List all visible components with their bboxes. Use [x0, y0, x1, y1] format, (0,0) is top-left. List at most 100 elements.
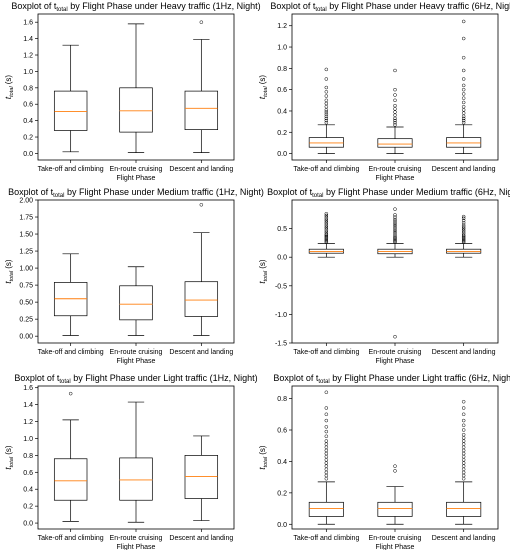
outlier-point [393, 107, 397, 111]
y-tick-label: 1.2 [23, 419, 33, 426]
outlier-point [199, 203, 204, 207]
outlier-point [324, 412, 329, 417]
y-tick-label: 0.50 [19, 300, 33, 307]
y-tick-label: 0.8 [277, 66, 287, 73]
iqr-box [446, 137, 482, 148]
box-1 [53, 253, 88, 336]
outlier-point [324, 85, 329, 90]
x-tick-label: En-route cruising [369, 349, 422, 356]
iqr-box [53, 458, 88, 501]
outlier-point [461, 120, 466, 125]
outlier-point [461, 236, 466, 240]
outlier-point [324, 118, 329, 123]
x-tick-label: Take-off and climbing [293, 349, 359, 356]
outlier-point [393, 98, 397, 103]
x-tick-label: En-route cruising [110, 535, 163, 542]
outlier-point [461, 55, 466, 60]
y-tick-label: 1.6 [23, 20, 33, 27]
x-axis-label: Flight Phase [376, 544, 415, 550]
subplot-title: Boxplot of ttotal by Flight Phase under … [8, 187, 264, 199]
outlier-point [324, 120, 329, 125]
outlier-point [324, 232, 329, 237]
iqr-box [446, 501, 482, 517]
outlier-point [324, 451, 329, 456]
outlier-point [393, 233, 397, 237]
y-tick-label: 0.8 [23, 453, 33, 460]
y-axis-label: ttotal (s) [4, 445, 15, 470]
x-tick-label: Descent and landing [169, 349, 233, 356]
y-axis-label: ttotal (s) [4, 259, 15, 284]
y-tick-label: 0.0 [23, 151, 33, 158]
box-1 [308, 67, 344, 154]
subplot-6: Boxplot of ttotal by Flight Phase under … [258, 373, 510, 550]
y-axis-label: ttotal (s) [258, 445, 269, 470]
subplot-2: Boxplot of ttotal by Flight Phase under … [258, 1, 510, 182]
outlier-point [324, 101, 329, 106]
y-tick-label: 1.4 [23, 36, 33, 43]
outlier-point [324, 116, 329, 121]
y-tick-label: 0.4 [23, 487, 33, 494]
outlier-point [461, 225, 466, 229]
outlier-point [461, 19, 466, 24]
outlier-point [324, 470, 329, 475]
outlier-point [461, 237, 466, 241]
outlier-point [461, 423, 466, 428]
x-axis-label: Flight Phase [376, 358, 415, 365]
outlier-point [461, 116, 466, 121]
x-tick-label: Descent and landing [432, 349, 496, 356]
outlier-point [324, 237, 329, 241]
outlier-point [324, 425, 329, 429]
y-tick-label: 0.0 [277, 522, 287, 529]
y-tick-label: 0.6 [277, 87, 287, 94]
subplot-title: Boxplot of ttotal by Flight Phase under … [11, 1, 260, 13]
outlier-point [461, 221, 466, 225]
outlier-point [461, 214, 466, 219]
outlier-point [461, 238, 466, 242]
y-tick-label: 0.6 [23, 470, 33, 477]
outlier-point [393, 237, 397, 241]
iqr-box [377, 501, 413, 517]
outlier-point [324, 215, 329, 219]
y-tick-label: -1.5 [275, 341, 287, 348]
outlier-point [324, 218, 329, 223]
outlier-point [324, 227, 329, 231]
outlier-point [461, 96, 466, 100]
y-tick-label: 0.6 [23, 102, 33, 109]
box-3 [446, 214, 482, 258]
outlier-point [461, 36, 466, 41]
x-tick-label: Take-off and climbing [293, 535, 359, 542]
outlier-point [324, 464, 329, 468]
outlier-point [393, 227, 397, 232]
outlier-point [393, 240, 397, 245]
iqr-box [119, 285, 153, 321]
y-tick-label: 1.25 [19, 249, 33, 256]
outlier-point [393, 464, 397, 468]
outlier-point [461, 239, 466, 243]
outlier-point [461, 233, 466, 238]
outlier-point [393, 116, 397, 121]
outlier-point [461, 439, 466, 443]
outlier-point [324, 222, 329, 226]
outlier-point [393, 226, 397, 230]
outlier-point [461, 432, 466, 437]
outlier-point [324, 240, 329, 245]
axes-frame [291, 385, 499, 530]
x-tick-label: En-route cruising [369, 535, 422, 542]
y-tick-label: 0.2 [277, 490, 287, 497]
box-2 [377, 464, 413, 525]
iqr-box [308, 501, 344, 517]
outlier-point [324, 442, 329, 446]
outlier-point [393, 229, 397, 234]
y-tick-label: 0.00 [19, 334, 33, 341]
outlier-point [324, 104, 329, 109]
box-1 [308, 390, 344, 525]
outlier-point [393, 469, 397, 473]
iqr-box [119, 457, 153, 501]
x-tick-label: En-route cruising [110, 349, 163, 356]
subplot-title: Boxplot of ttotal by Flight Phase under … [14, 373, 257, 385]
iqr-box [377, 138, 413, 148]
y-tick-label: 1.75 [19, 215, 33, 222]
outlier-point [461, 111, 466, 115]
outlier-point [68, 391, 73, 396]
